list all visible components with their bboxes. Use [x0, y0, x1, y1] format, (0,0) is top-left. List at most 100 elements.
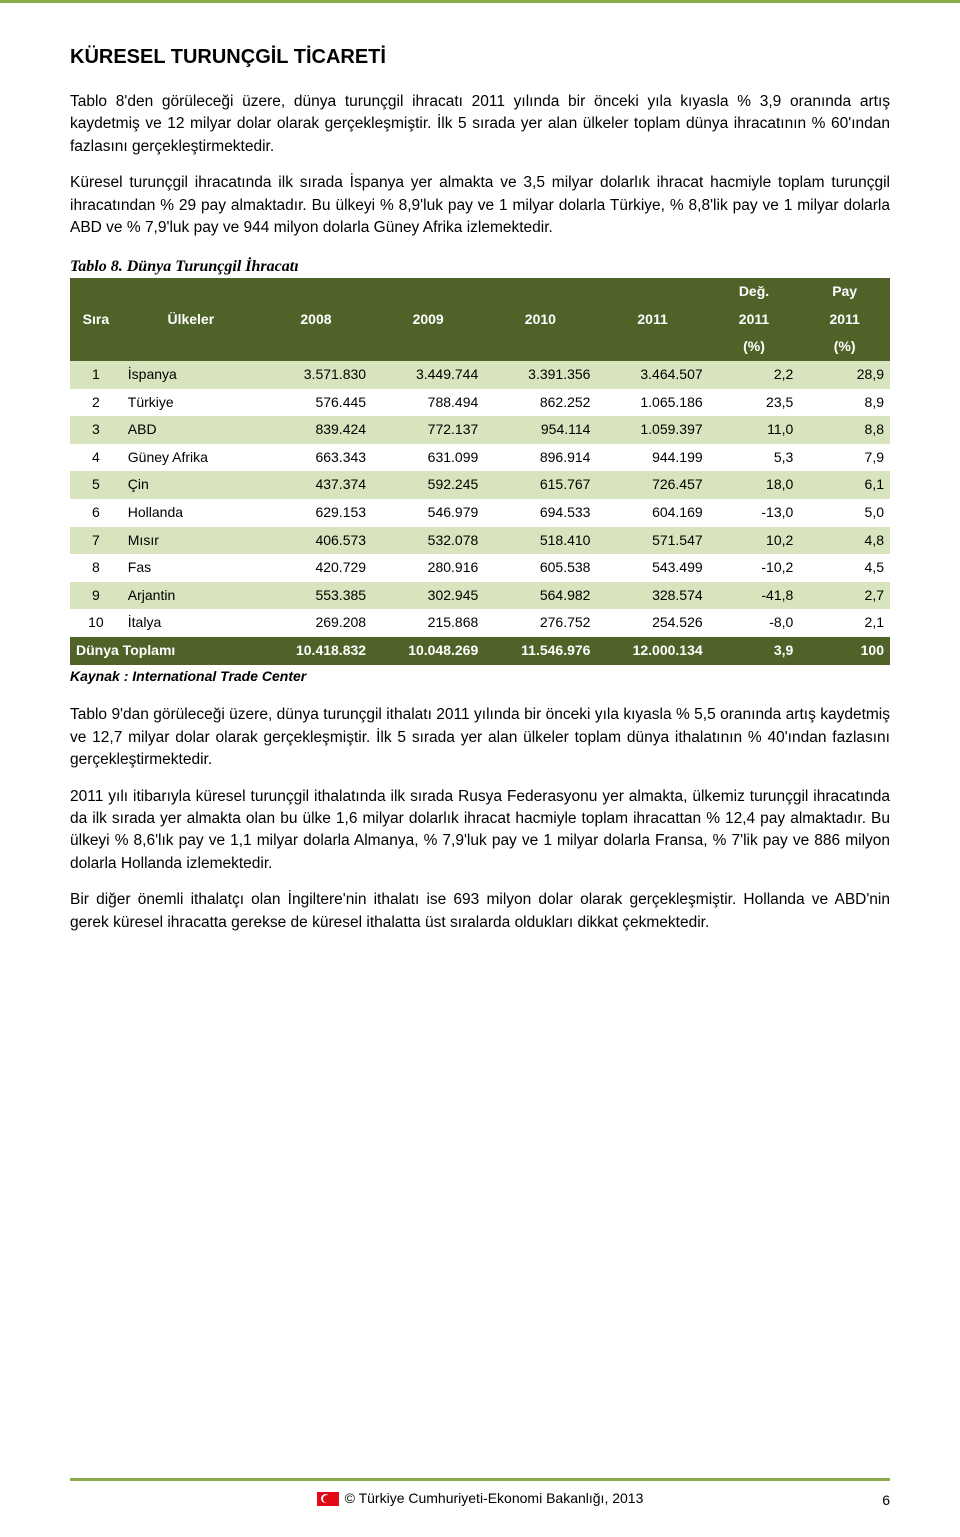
table-cell: 302.945: [372, 582, 484, 610]
table-cell: 3.464.507: [596, 361, 708, 389]
table8: Sıra Ülkeler 2008 2009 2010 2011 Değ. Pa…: [70, 278, 890, 664]
table8-head: Sıra Ülkeler 2008 2009 2010 2011 Değ. Pa…: [70, 278, 890, 361]
table-cell: 532.078: [372, 527, 484, 555]
th-share-top: Pay: [799, 278, 890, 306]
table-cell: 23,5: [709, 389, 800, 417]
th-share-mid: 2011: [799, 306, 890, 334]
page: KÜRESEL TURUNÇGİL TİCARETİ Tablo 8'den g…: [0, 0, 960, 1537]
table-cell: 1.059.397: [596, 416, 708, 444]
table-cell: 3.391.356: [484, 361, 596, 389]
table-cell: Çin: [122, 471, 260, 499]
th-2009: 2009: [372, 278, 484, 361]
table-cell: 269.208: [260, 609, 372, 637]
table-cell: 2,1: [799, 609, 890, 637]
table8-body: 1İspanya3.571.8303.449.7443.391.3563.464…: [70, 361, 890, 665]
table-cell: İtalya: [122, 609, 260, 637]
section-title: KÜRESEL TURUNÇGİL TİCARETİ: [70, 43, 890, 71]
table-cell: 518.410: [484, 527, 596, 555]
table-cell: 8,8: [799, 416, 890, 444]
table-cell: -41,8: [709, 582, 800, 610]
table8-caption: Tablo 8. Dünya Turunçgil İhracatı: [70, 256, 890, 278]
table-total-row: Dünya Toplamı10.418.83210.048.26911.546.…: [70, 637, 890, 665]
page-number: 6: [882, 1491, 890, 1511]
table-row: 4Güney Afrika663.343631.099896.914944.19…: [70, 444, 890, 472]
th-2008: 2008: [260, 278, 372, 361]
table-cell: 11.546.976: [484, 637, 596, 665]
paragraph-3: Tablo 9'dan görüleceği üzere, dünya turu…: [70, 704, 890, 771]
table-cell: 100: [799, 637, 890, 665]
table-row: 10İtalya269.208215.868276.752254.526-8,0…: [70, 609, 890, 637]
table-cell: 944.199: [596, 444, 708, 472]
table-cell: 10.048.269: [372, 637, 484, 665]
table-cell: 629.153: [260, 499, 372, 527]
table-cell: 2,7: [799, 582, 890, 610]
table-cell: 4,8: [799, 527, 890, 555]
paragraph-1: Tablo 8'den görüleceği üzere, dünya turu…: [70, 91, 890, 158]
table-cell: 5,0: [799, 499, 890, 527]
table-cell: 5,3: [709, 444, 800, 472]
table-cell: 254.526: [596, 609, 708, 637]
table-cell: 3: [70, 416, 122, 444]
table-cell: 553.385: [260, 582, 372, 610]
table-cell: 276.752: [484, 609, 596, 637]
th-2010: 2010: [484, 278, 596, 361]
th-2011: 2011: [596, 278, 708, 361]
table-cell: 9: [70, 582, 122, 610]
table-cell: 564.982: [484, 582, 596, 610]
table-cell: 772.137: [372, 416, 484, 444]
table-row: 5Çin437.374592.245615.767726.45718,06,1: [70, 471, 890, 499]
table-cell: 3,9: [709, 637, 800, 665]
th-change-top: Değ.: [709, 278, 800, 306]
table-cell: Hollanda: [122, 499, 260, 527]
table-cell: -13,0: [709, 499, 800, 527]
table-cell: 8,9: [799, 389, 890, 417]
table-cell: 694.533: [484, 499, 596, 527]
table-cell: 543.499: [596, 554, 708, 582]
table-cell: 1.065.186: [596, 389, 708, 417]
table-row: 1İspanya3.571.8303.449.7443.391.3563.464…: [70, 361, 890, 389]
th-change-bot: (%): [709, 333, 800, 361]
table-cell: 4: [70, 444, 122, 472]
table-cell: 6,1: [799, 471, 890, 499]
table-cell: 571.547: [596, 527, 708, 555]
table-cell: 663.343: [260, 444, 372, 472]
table-cell: 896.914: [484, 444, 596, 472]
table-cell: -8,0: [709, 609, 800, 637]
table-cell: 862.252: [484, 389, 596, 417]
table-cell: 3.449.744: [372, 361, 484, 389]
page-footer: © Türkiye Cumhuriyeti-Ekonomi Bakanlığı,…: [70, 1478, 890, 1509]
th-change-mid: 2011: [709, 306, 800, 334]
table-cell: 11,0: [709, 416, 800, 444]
table-cell: 2,2: [709, 361, 800, 389]
table-cell: İspanya: [122, 361, 260, 389]
table-cell: 4,5: [799, 554, 890, 582]
paragraph-2: Küresel turunçgil ihracatında ilk sırada…: [70, 172, 890, 239]
table-row: 9Arjantin553.385302.945564.982328.574-41…: [70, 582, 890, 610]
table-cell: 631.099: [372, 444, 484, 472]
table-cell: 5: [70, 471, 122, 499]
table-row: 2Türkiye576.445788.494862.2521.065.18623…: [70, 389, 890, 417]
table-cell: 8: [70, 554, 122, 582]
table-cell: 12.000.134: [596, 637, 708, 665]
table-cell: 615.767: [484, 471, 596, 499]
flag-icon: [317, 1492, 339, 1506]
table-cell: Dünya Toplamı: [70, 637, 260, 665]
table-cell: 437.374: [260, 471, 372, 499]
table-cell: 605.538: [484, 554, 596, 582]
table-cell: Arjantin: [122, 582, 260, 610]
table-cell: 546.979: [372, 499, 484, 527]
table-cell: 28,9: [799, 361, 890, 389]
table-cell: 215.868: [372, 609, 484, 637]
table-cell: 6: [70, 499, 122, 527]
table-row: 6Hollanda629.153546.979694.533604.169-13…: [70, 499, 890, 527]
table-cell: 604.169: [596, 499, 708, 527]
table-cell: 10: [70, 609, 122, 637]
paragraph-5: Bir diğer önemli ithalatçı olan İngilter…: [70, 889, 890, 934]
table-cell: 10.418.832: [260, 637, 372, 665]
table-row: 7Mısır406.573532.078518.410571.54710,24,…: [70, 527, 890, 555]
table-cell: Türkiye: [122, 389, 260, 417]
table-cell: Güney Afrika: [122, 444, 260, 472]
table-cell: Mısır: [122, 527, 260, 555]
table-cell: 954.114: [484, 416, 596, 444]
table-cell: 406.573: [260, 527, 372, 555]
